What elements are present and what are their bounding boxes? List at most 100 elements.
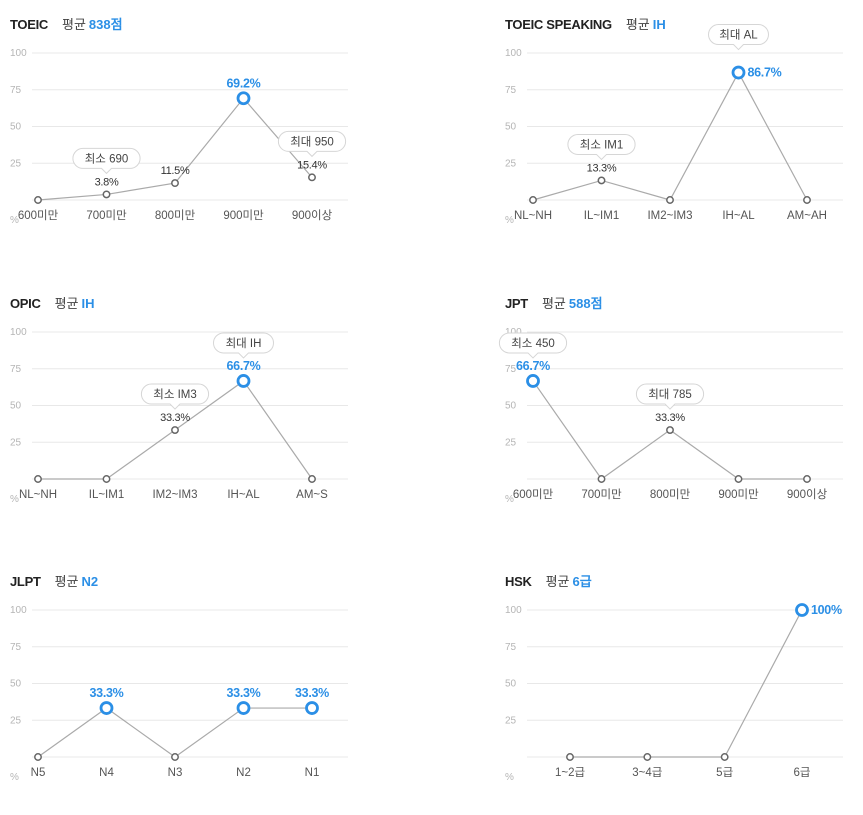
data-point — [597, 176, 606, 185]
average-label: 평균 — [545, 574, 570, 589]
series-line — [37, 707, 312, 758]
data-point — [102, 190, 111, 199]
x-tick-label: N2 — [236, 767, 251, 779]
y-tick-label: 100 — [10, 48, 27, 59]
line-chart: 25 50 75 100%600미만 700미만 800미만 900미만 900이상 최소 69… — [10, 48, 348, 226]
annotation-bubble: 최소 450 — [498, 332, 568, 359]
annotation-bubble-shape — [72, 147, 141, 175]
data-point — [720, 753, 729, 761]
annotation-text: 최소 IM1 — [580, 138, 624, 151]
data-label: 13.3% — [587, 162, 617, 174]
chart-title: JLPT — [10, 574, 41, 589]
x-tick-label: 1~2급 — [555, 767, 585, 779]
x-tick-label: 3~4급 — [632, 767, 662, 779]
x-tick-label: AM~S — [296, 489, 328, 501]
data-label: 33.3% — [295, 686, 329, 700]
x-tick-label: 800미만 — [650, 488, 691, 501]
y-tick-label: 75 — [505, 364, 517, 375]
line-chart: 25 50 75 100% 1~2급 3~4급 5급 6급 100% — [505, 603, 843, 783]
annotation-bubble: 최소 IM1 — [567, 133, 636, 161]
y-tick-label: 50 — [505, 122, 517, 133]
data-point — [34, 196, 42, 204]
chart-panel-opic: OPIC 평균 IH 25 50 75 100% NL~NH IL~IM1 IM2~IM3 IH~… — [10, 287, 360, 537]
chart-panel-toeic-speaking: TOEIC SPEAKING 평균 IH 25 50 75 100% NL~NH IL~IM1… — [505, 8, 855, 258]
data-point — [666, 196, 674, 204]
x-tick-label: N3 — [168, 767, 183, 779]
chart-header: TOEIC 평균 838점 — [10, 14, 123, 34]
annotation-bubble-shape — [277, 130, 347, 158]
y-tick-label: 25 — [10, 715, 22, 726]
data-label: 66.7% — [516, 359, 550, 373]
x-tick-label: NL~NH — [514, 210, 552, 222]
y-tick-label: 50 — [10, 122, 22, 133]
x-tick-label: IH~AL — [227, 489, 260, 501]
y-unit-label: % — [10, 494, 19, 505]
y-tick-label: 50 — [505, 679, 517, 690]
x-tick-label: 900미만 — [223, 209, 264, 222]
y-tick-label: 25 — [10, 158, 22, 169]
chart-header: HSK 평균 6급 — [505, 571, 592, 591]
annotation-bubble-shape — [213, 332, 274, 359]
annotation-text: 최대 950 — [290, 135, 334, 148]
y-tick-label: 75 — [10, 642, 22, 653]
data-point — [734, 475, 743, 483]
x-tick-label: 700미만 — [86, 209, 127, 222]
y-tick-label: 25 — [505, 158, 517, 169]
data-point — [308, 173, 316, 182]
data-point — [597, 475, 606, 483]
average-value: N2 — [81, 574, 99, 589]
annotation-text: 최대 AL — [719, 29, 758, 42]
data-point — [529, 196, 537, 204]
annotation-bubble: 최대 950 — [277, 130, 347, 158]
data-label: 11.5% — [161, 165, 190, 177]
annotation-bubble: 최대 785 — [635, 383, 705, 410]
average-label: 평균 — [54, 574, 79, 589]
average-value: IH — [81, 296, 95, 311]
average-value: 588점 — [568, 296, 603, 311]
highlight-data-point — [236, 701, 251, 715]
x-tick-label: 800미만 — [155, 209, 196, 222]
y-unit-label: % — [505, 215, 514, 226]
data-point — [666, 426, 674, 434]
data-point — [803, 475, 811, 483]
series-line — [570, 609, 803, 758]
annotation-bubble-shape — [635, 383, 705, 410]
line-chart: 25 50 75 100% NL~NH IL~IM1 IM2~IM3 IH~AL AM~S 최소 … — [10, 327, 348, 505]
annotation-bubble-shape — [708, 24, 769, 51]
annotation-bubble-shape — [567, 133, 636, 161]
y-unit-label: % — [505, 772, 514, 783]
y-tick-label: 100 — [10, 605, 27, 616]
highlight-data-point — [236, 91, 251, 106]
chart-header: JPT 평균 588점 — [505, 293, 603, 313]
chart-title: TOEIC — [10, 17, 48, 32]
average-label: 평균 — [541, 296, 566, 311]
annotation-text: 최대 785 — [648, 388, 692, 401]
highlight-data-point — [795, 603, 809, 617]
y-tick-label: 100 — [505, 48, 522, 59]
y-tick-label: 50 — [10, 401, 22, 412]
x-tick-label: 600미만 — [18, 209, 59, 222]
y-tick-label: 75 — [505, 642, 517, 653]
x-tick-label: 700미만 — [581, 488, 622, 501]
average-value: 838점 — [88, 17, 123, 32]
x-tick-label: IM2~IM3 — [647, 210, 692, 222]
average-value: 6급 — [572, 574, 592, 589]
annotation-bubble-shape — [140, 383, 210, 410]
y-unit-label: % — [10, 772, 19, 783]
highlight-data-point — [731, 65, 746, 80]
average-value: IH — [652, 17, 666, 32]
y-tick-label: 75 — [10, 85, 22, 96]
data-point — [171, 179, 179, 188]
highlight-data-point — [99, 701, 114, 715]
data-label: 66.7% — [227, 359, 261, 373]
chart-title: TOEIC SPEAKING — [505, 17, 612, 32]
data-point — [803, 196, 811, 204]
annotation-text: 최소 690 — [85, 152, 129, 165]
annotation-text: 최소 450 — [511, 337, 555, 350]
average-label: 평균 — [54, 296, 79, 311]
chart-title: HSK — [505, 574, 532, 589]
data-point — [643, 753, 652, 761]
x-tick-label: NL~NH — [19, 489, 57, 501]
x-tick-label: 900미만 — [718, 488, 759, 501]
